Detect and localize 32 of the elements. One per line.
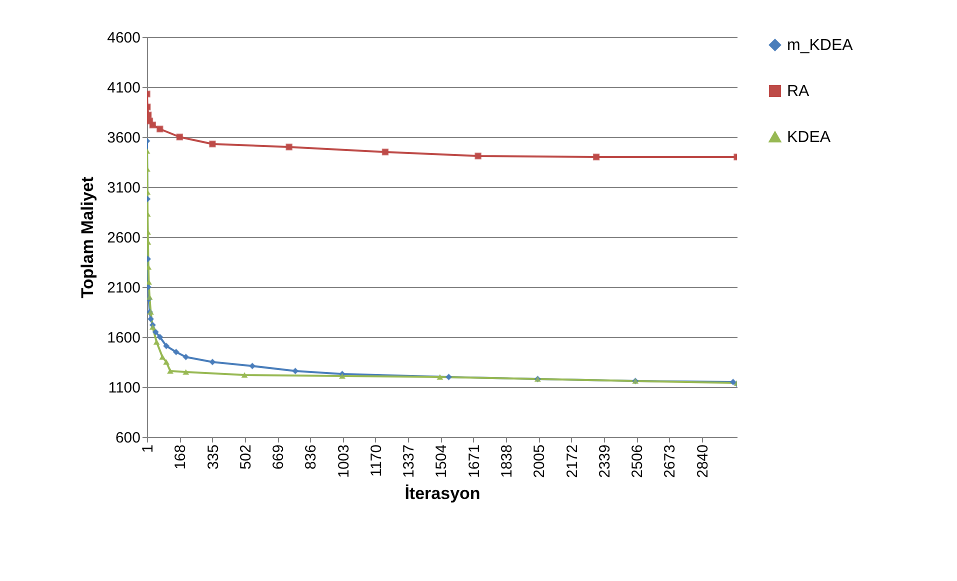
- x-tick-label: 1337: [400, 444, 418, 478]
- y-tick-label: 3100: [107, 180, 140, 196]
- x-tick-label: 2506: [629, 444, 646, 478]
- x-tick-label: 2673: [662, 444, 679, 478]
- y-axis-title: Toplam Maliyet: [78, 176, 98, 298]
- x-tick-label: 1170: [368, 444, 385, 477]
- x-tick-label: 168: [172, 444, 190, 470]
- x-tick-label: 1838: [498, 444, 516, 478]
- legend-label: KDEA: [787, 129, 831, 146]
- x-tick-label: 1003: [335, 444, 352, 478]
- x-tick-label: 502: [237, 444, 254, 470]
- x-tick-label: 1671: [466, 444, 483, 478]
- y-tick-label: 600: [115, 430, 140, 446]
- y-tick-label: 2100: [107, 280, 140, 296]
- legend-label: RA: [787, 83, 810, 100]
- x-tick-label: 836: [302, 444, 320, 470]
- x-tick-label: 669: [270, 444, 288, 470]
- y-tick-label: 2600: [107, 230, 140, 246]
- y-tick-label: 4100: [107, 80, 140, 96]
- y-tick-label: 3600: [107, 130, 140, 146]
- x-tick-label: 2339: [596, 444, 614, 478]
- x-tick-label: 2005: [531, 444, 548, 478]
- x-tick-label: 1504: [433, 444, 450, 478]
- x-tick-label: 2172: [564, 444, 581, 478]
- x-tick-label: 1: [140, 444, 156, 453]
- x-tick-label: 2840: [694, 444, 712, 478]
- x-axis-title: İterasyon: [404, 484, 480, 503]
- y-tick-label: 1600: [107, 330, 140, 346]
- y-tick-label: 1100: [108, 380, 140, 396]
- legend-label: m_KDEA: [787, 37, 854, 54]
- x-tick-label: 335: [204, 444, 222, 470]
- y-tick-label: 4600: [107, 30, 140, 46]
